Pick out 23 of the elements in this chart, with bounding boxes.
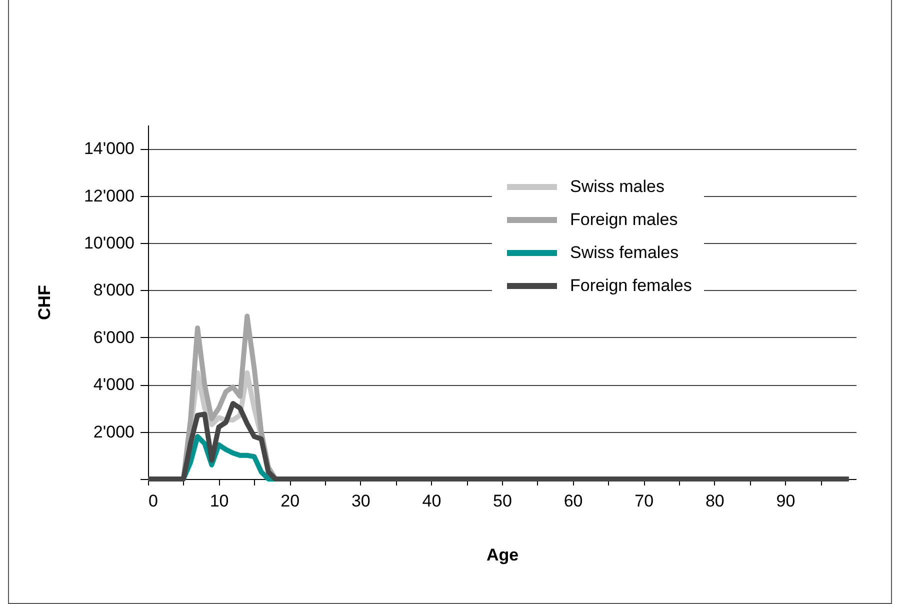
y-axis-title: CHF	[34, 285, 54, 320]
x-axis-title: Age	[486, 546, 519, 564]
y-tick-label: 8'000	[93, 280, 134, 300]
legend-label: Swiss females	[570, 243, 679, 262]
y-tick-label: 2'000	[93, 422, 134, 442]
x-tick-label: 40	[422, 492, 442, 510]
x-tick-label: 80	[705, 492, 724, 510]
y-tick-label: 6'000	[93, 328, 134, 347]
x-tick-label: 20	[280, 492, 300, 510]
x-tick-label: 0	[148, 492, 158, 510]
x-tick-label: 50	[493, 492, 512, 510]
legend-label: Swiss males	[570, 177, 664, 196]
y-tick-label: 12'000	[84, 186, 134, 206]
y-tick-label: 14'000	[84, 139, 134, 158]
x-tick-label: 10	[210, 492, 229, 510]
x-tick-label: 90	[776, 492, 796, 510]
legend-label: Foreign females	[570, 276, 692, 295]
x-tick-label: 30	[351, 492, 370, 510]
x-tick-label: 60	[564, 492, 583, 510]
x-tick-label: 70	[634, 492, 654, 510]
legend-label: Foreign males	[570, 210, 678, 229]
y-tick-label: 10'000	[84, 234, 134, 252]
y-tick-label: 4'000	[93, 375, 134, 394]
